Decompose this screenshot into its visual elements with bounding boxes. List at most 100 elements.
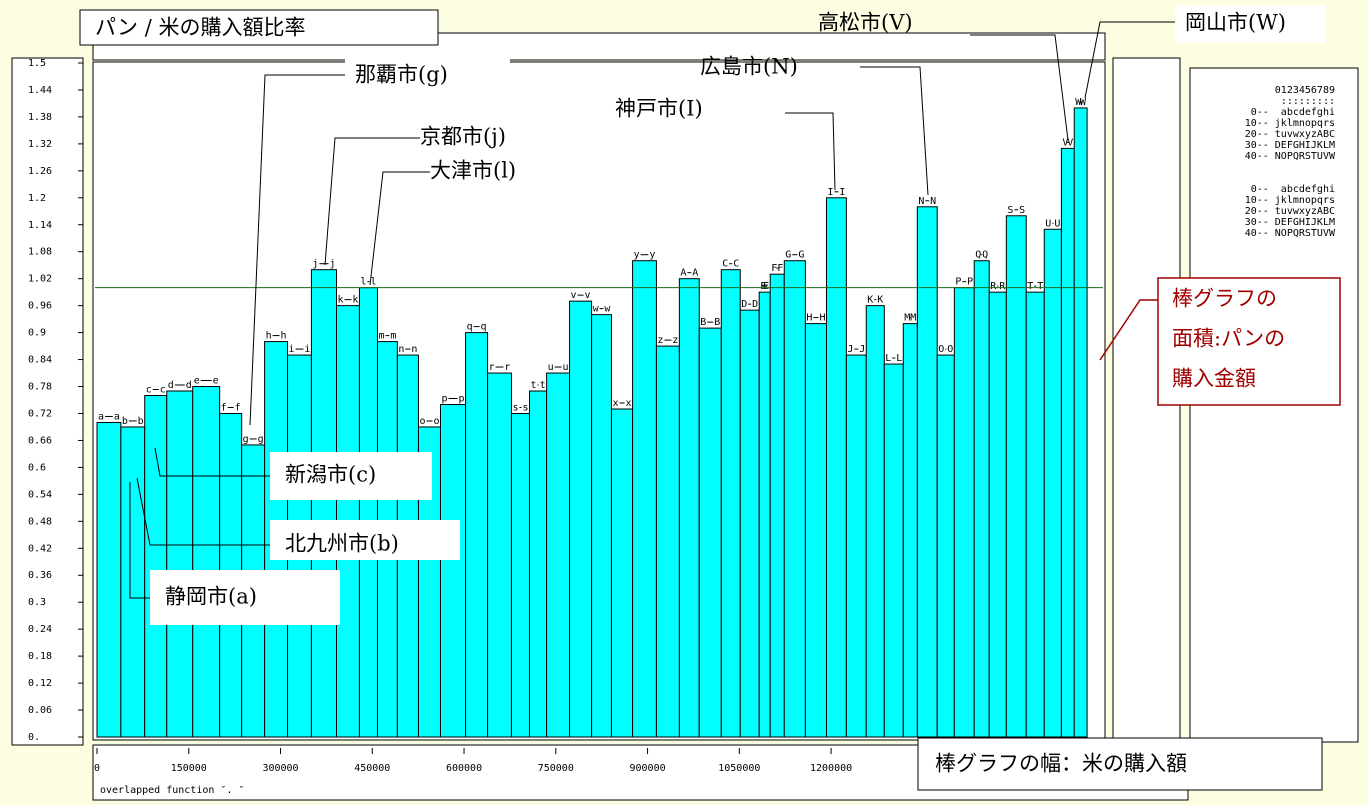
legend-line: 0-- abcdefghi <box>1251 184 1335 195</box>
leader <box>136 477 270 546</box>
y-tick-label: 0.3 <box>28 597 46 608</box>
legend-line: 0123456789 <box>1275 85 1335 96</box>
bar-label: F <box>771 263 777 274</box>
leader <box>785 112 836 191</box>
bar <box>465 332 489 738</box>
callout-box <box>270 452 432 500</box>
y-tick-label: 0.24 <box>28 624 52 635</box>
x-tick-label: 900000 <box>629 763 665 774</box>
bar-label: c <box>160 385 166 396</box>
callout-box <box>345 57 510 95</box>
bar-label: k <box>337 295 343 306</box>
bar <box>96 421 122 738</box>
bar <box>804 323 827 738</box>
callout-box <box>150 570 340 625</box>
bar-label: R <box>990 281 997 292</box>
annotation: 北九州市(b) <box>285 532 399 556</box>
bar-label: b <box>122 416 128 427</box>
bar-label: O <box>938 344 944 355</box>
note-box <box>1157 277 1341 406</box>
bar-label: H <box>806 313 812 324</box>
bar <box>902 323 918 738</box>
bar-label: W <box>1075 97 1082 108</box>
width-note-box <box>917 737 1323 791</box>
bar-label: t <box>530 380 536 391</box>
legend-line: 0-- abcdefghi <box>1251 107 1335 118</box>
bar-label: v <box>571 290 577 301</box>
bar <box>487 372 512 738</box>
bar-label: z <box>672 335 678 346</box>
y-tick-label: 1.26 <box>28 166 52 177</box>
bar <box>610 408 634 738</box>
bar <box>569 300 593 738</box>
bar <box>358 287 378 738</box>
bar <box>973 260 990 738</box>
y-tick-label: 1.38 <box>28 112 52 123</box>
bar-label: q <box>481 322 487 333</box>
bar-label: B <box>700 317 706 328</box>
bar-label: n <box>411 344 417 355</box>
bar <box>655 345 680 738</box>
bar-label: p <box>441 393 447 404</box>
bar <box>865 305 885 738</box>
y-tick-label: 0.72 <box>28 408 52 419</box>
bar <box>758 291 771 738</box>
bar-label: y <box>634 250 640 261</box>
legend-line: 30-- DEFGHIJKLM <box>1245 140 1335 151</box>
bar-label: F <box>777 263 783 274</box>
bar-label: f <box>235 402 241 413</box>
bar <box>825 197 847 738</box>
bar-label: N <box>918 196 924 207</box>
y-tick-label: 1.2 <box>28 193 46 204</box>
bar-label: u <box>548 362 554 373</box>
x-tick-label: 1200000 <box>810 763 852 774</box>
bar-label: o <box>433 416 439 427</box>
x-tick-label: 300000 <box>262 763 298 774</box>
bar <box>310 269 337 738</box>
legend-line: 20-- tuvwxyzABC <box>1245 206 1335 217</box>
bar-label: G <box>798 250 804 261</box>
bar-label: t <box>540 380 546 391</box>
leader <box>1099 299 1158 361</box>
bar-label: M <box>904 313 910 324</box>
legend-line: 30-- DEFGHIJKLM <box>1245 217 1335 228</box>
bar-label: m <box>390 331 396 342</box>
y-tick-label: 0.18 <box>28 651 52 662</box>
bar-label: r <box>504 362 510 373</box>
legend-line: 40-- NOPQRSTUVW <box>1245 228 1336 239</box>
bar-label: R <box>999 281 1006 292</box>
bar-label: u <box>563 362 569 373</box>
y-tick-label: 1.5 <box>28 58 46 69</box>
legend-line: 10-- jklmnopqrs <box>1245 195 1335 206</box>
bar-label: w <box>604 304 611 315</box>
leader <box>970 34 1069 141</box>
bar-label: A <box>692 268 698 279</box>
bar-label: K <box>877 295 883 306</box>
bar-label: D <box>741 299 747 310</box>
annotation: 大津市(l) <box>430 159 516 183</box>
bar-label: L <box>896 353 902 364</box>
legend-line: ::::::::: <box>1281 96 1335 107</box>
bar-label: b <box>138 416 144 427</box>
bar-label: g <box>258 434 264 445</box>
bar <box>120 426 146 738</box>
annotation: 新潟市(c) <box>285 463 376 487</box>
leader <box>129 482 150 599</box>
bar-label: S <box>1007 205 1013 216</box>
leader <box>154 447 270 477</box>
bar-label: G <box>785 250 791 261</box>
bar <box>739 309 760 738</box>
bar <box>546 372 571 738</box>
bar-label: L <box>885 353 891 364</box>
bar-label: p <box>459 393 465 404</box>
annotation: 神戸市(I) <box>615 97 703 121</box>
bar-label: N <box>930 196 936 207</box>
bar <box>632 260 657 738</box>
y-tick-label: 0. <box>28 732 40 743</box>
bar-label: T <box>1027 281 1033 292</box>
y-tick-label: 0.78 <box>28 382 52 393</box>
bar <box>883 363 904 738</box>
y-tick-label: 0.66 <box>28 435 52 446</box>
leader <box>860 66 929 196</box>
